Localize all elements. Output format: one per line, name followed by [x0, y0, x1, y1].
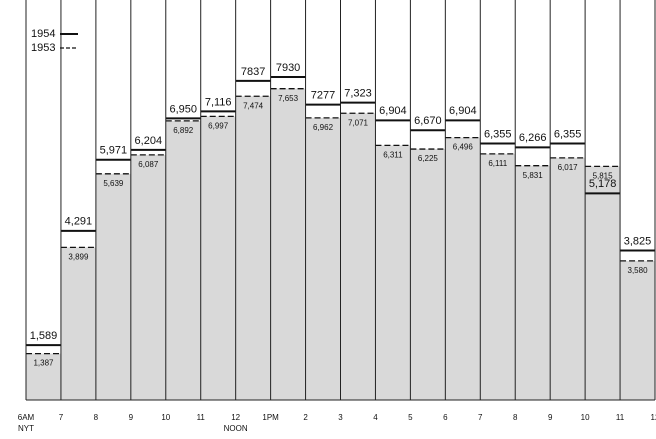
label-1954: 4,291 — [65, 216, 93, 228]
label-1954: 7277 — [311, 89, 335, 101]
bar-1953 — [305, 117, 341, 400]
bar-1953 — [235, 96, 271, 400]
x-tick-label: 6AM — [18, 413, 35, 422]
x-tick-label: 10 — [161, 413, 170, 422]
label-1954: 1,589 — [30, 330, 58, 342]
bar-1953 — [445, 137, 481, 401]
label-1954: 7,323 — [344, 88, 372, 100]
label-1953: 1,387 — [33, 359, 54, 368]
x-tick-label: 10 — [581, 413, 590, 422]
x-tick-label: 9 — [548, 413, 553, 422]
label-1954: 6,670 — [414, 115, 442, 127]
x-tick-label: 12 — [651, 413, 656, 422]
label-1954: 6,904 — [379, 105, 407, 117]
bar-1953 — [26, 353, 61, 400]
label-1953: 3,580 — [628, 266, 649, 275]
bar-1953 — [270, 88, 306, 400]
x-tick-label: 9 — [129, 413, 134, 422]
legend-label: 1953 — [31, 42, 55, 54]
label-1954: 6,950 — [169, 103, 197, 115]
x-tick-label: 8 — [94, 413, 99, 422]
bar-1953 — [60, 247, 96, 400]
label-1953: 6,997 — [208, 122, 229, 131]
x-tick-note: NYT — [18, 424, 34, 433]
bar-1953 — [410, 149, 446, 400]
label-1953: 6,111 — [488, 159, 507, 168]
label-1953: 5,639 — [103, 179, 124, 188]
label-1954: 5,178 — [589, 178, 617, 190]
bar-1953 — [340, 113, 376, 401]
label-1954: 7,116 — [205, 96, 232, 108]
x-tick-label: 7 — [478, 413, 483, 422]
x-tick-label: 7 — [59, 413, 64, 422]
bar-1953 — [515, 165, 551, 400]
label-1953: 7,474 — [243, 101, 264, 110]
label-1953: 5,815 — [593, 171, 614, 180]
x-tick-label: 11 — [197, 413, 206, 422]
label-1954: 7837 — [241, 66, 265, 78]
label-1953: 6,892 — [173, 126, 194, 135]
label-1953: 3,899 — [68, 253, 89, 262]
x-tick-label: 3 — [338, 413, 343, 422]
label-1953: 6,017 — [558, 163, 579, 172]
label-1954: 3,825 — [624, 235, 652, 247]
x-tick-label: 12 — [231, 413, 240, 422]
x-tick-label: 6 — [443, 413, 448, 422]
label-1954: 6,904 — [449, 105, 477, 117]
x-tick-note: NOON — [224, 424, 248, 433]
label-1953: 6,225 — [418, 154, 439, 163]
label-1953: 7,071 — [348, 118, 369, 127]
x-tick-label: 11 — [616, 413, 625, 422]
bar-1953 — [130, 154, 166, 400]
x-tick-label: 2 — [303, 413, 308, 422]
x-tick-label: 5 — [408, 413, 413, 422]
label-1953: 6,311 — [383, 151, 403, 160]
bar-1953 — [585, 166, 621, 400]
label-1954: 6,266 — [519, 132, 547, 144]
bar-1953 — [620, 260, 655, 400]
bar-1953 — [200, 116, 236, 401]
x-tick-label: 1PM — [262, 413, 279, 422]
label-1954: 5,971 — [100, 145, 128, 157]
label-1953: 6,962 — [313, 123, 334, 132]
bar-1953 — [480, 153, 516, 400]
bar-1953 — [550, 157, 586, 400]
x-tick-label: 8 — [513, 413, 518, 422]
label-1954: 7930 — [276, 62, 300, 74]
bar-1953 — [375, 145, 411, 400]
label-1953: 6,496 — [453, 143, 474, 152]
label-1954: 6,355 — [554, 128, 582, 140]
bar-1953 — [95, 173, 131, 400]
label-1953: 7,653 — [278, 94, 299, 103]
bar-1953 — [165, 120, 201, 400]
label-1953: 6,087 — [138, 160, 159, 169]
label-1954: 6,355 — [484, 128, 512, 140]
label-1953: 5,831 — [523, 171, 544, 180]
legend-label: 1954 — [31, 28, 55, 40]
label-1954: 6,204 — [135, 135, 163, 147]
x-tick-label: 4 — [373, 413, 378, 422]
